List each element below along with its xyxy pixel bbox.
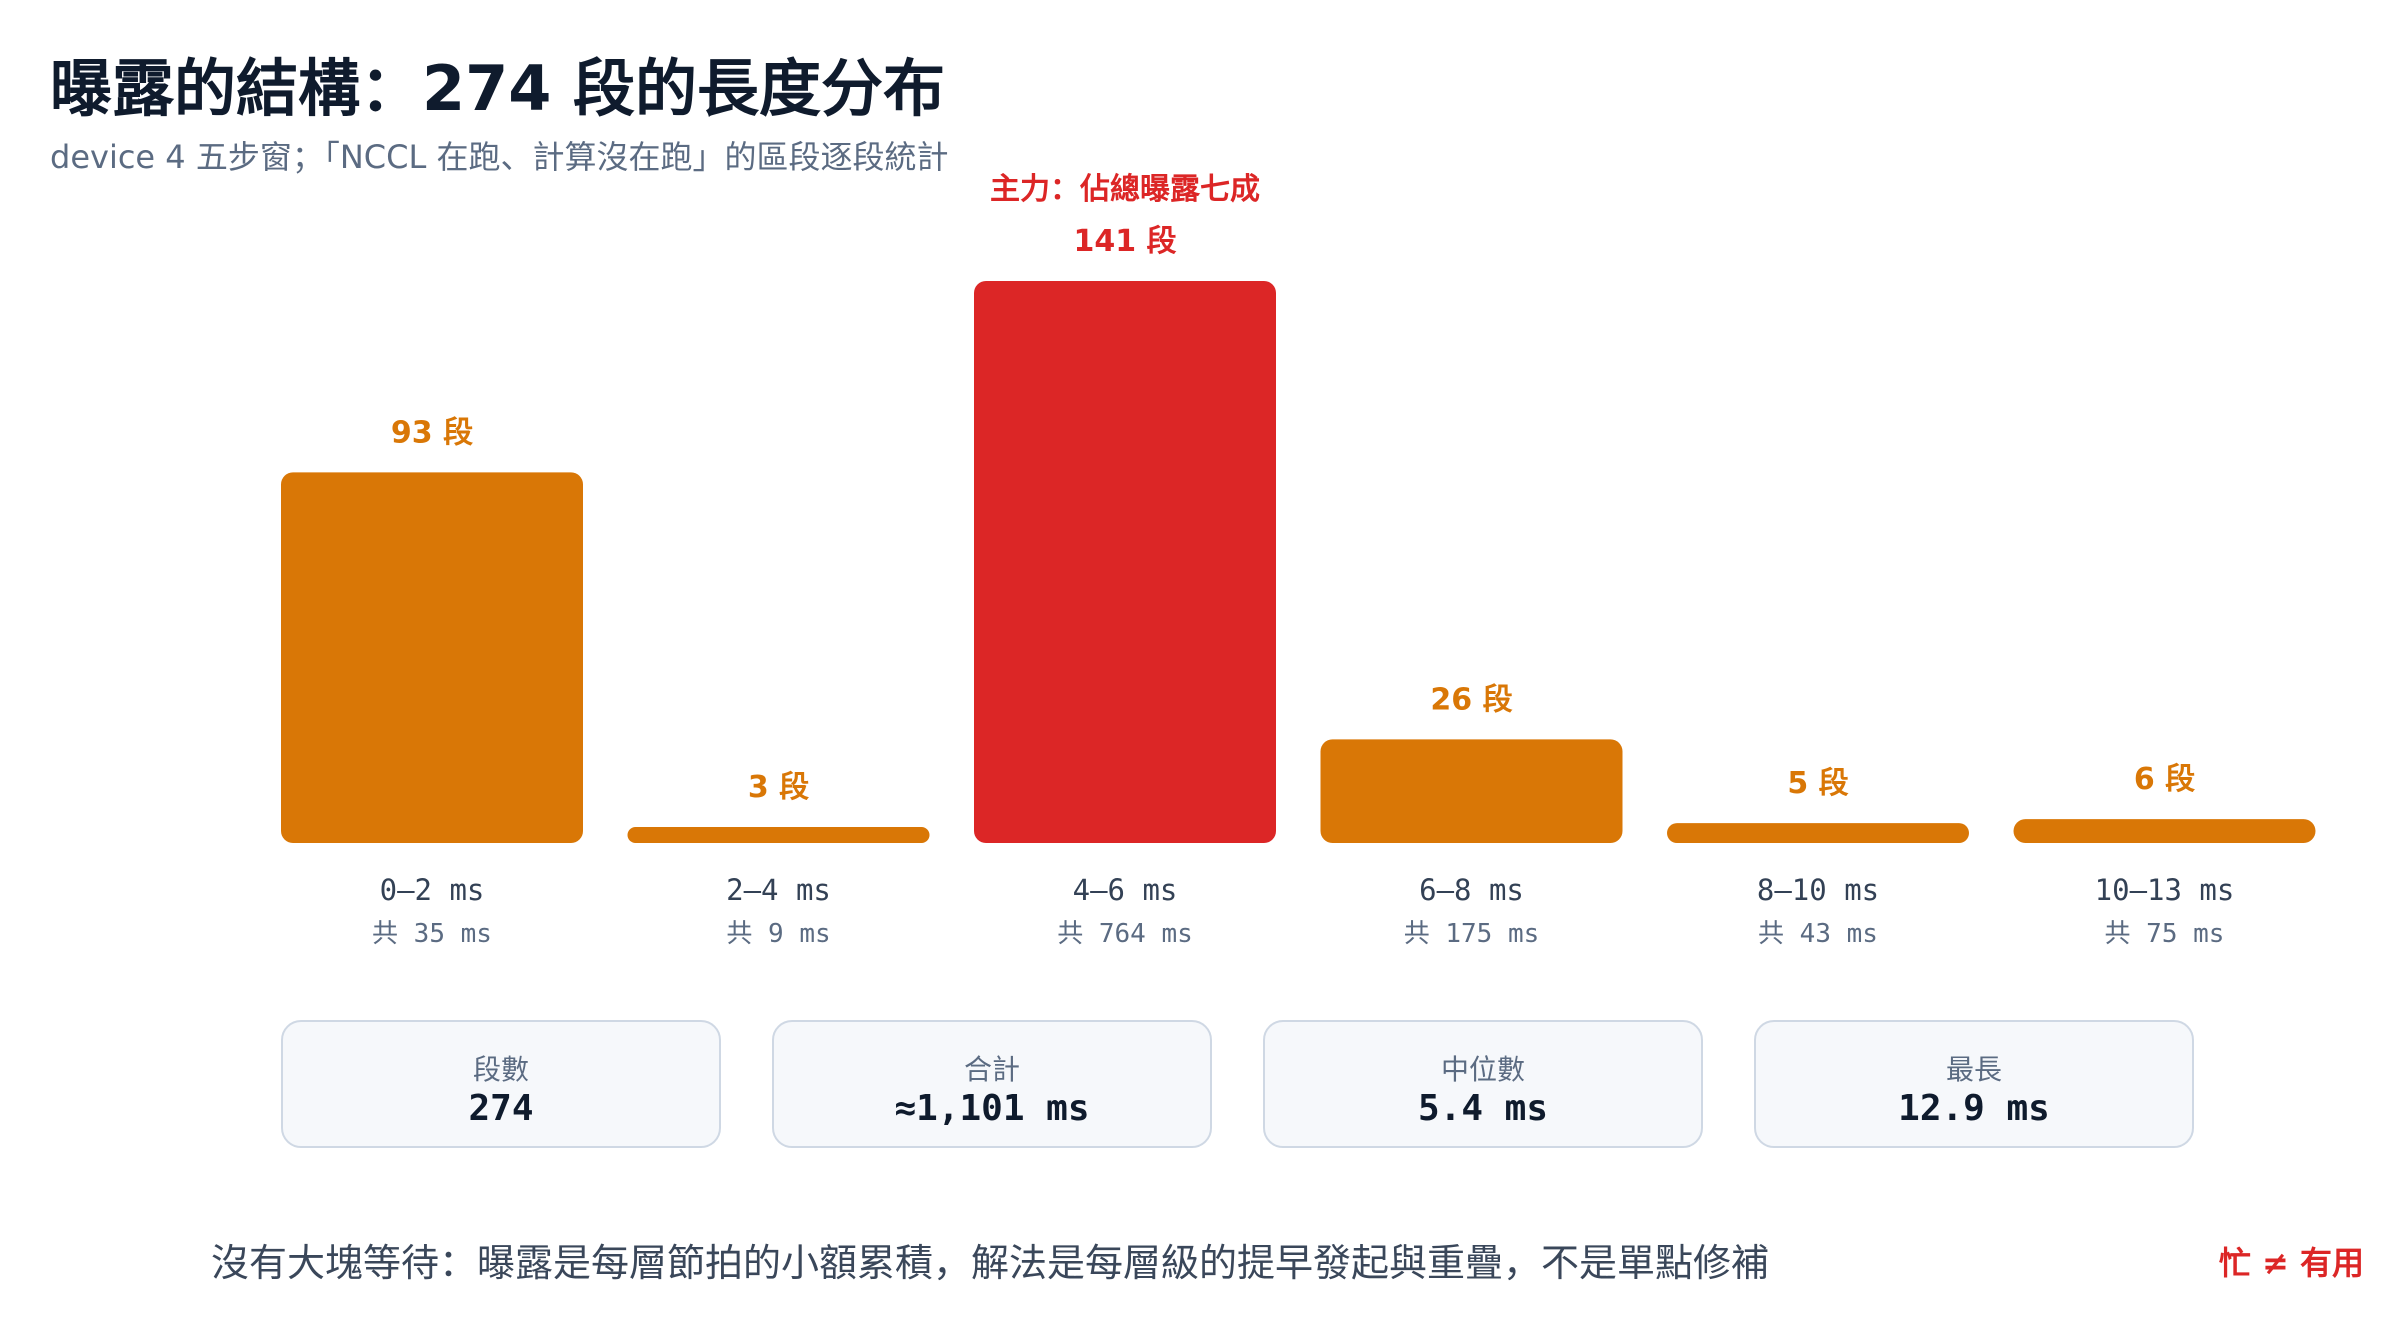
category-label-4: 8–10 ms: [1757, 873, 1879, 907]
page-title: 曝露的結構：274 段的長度分布: [50, 52, 946, 125]
stat-value-count: 274: [468, 1088, 534, 1129]
category-total-4: 共 43 ms: [1758, 919, 1878, 949]
footer-note: 沒有大塊等待：曝露是每層節拍的小額累積，解法是每層級的提早發起與重疊，不是單點修…: [210, 1241, 1769, 1285]
category-label-3: 6–8 ms: [1419, 873, 1524, 907]
bar-3: [1320, 739, 1623, 843]
stat-card-median: 中位數 5.4 ms: [1263, 1020, 1703, 1148]
category-label-1: 2–4 ms: [726, 873, 831, 907]
stat-value-median: 5.4 ms: [1417, 1088, 1549, 1129]
bar-value-label-4: 5 段: [1787, 766, 1848, 801]
bar-value-label-1: 3 段: [748, 770, 809, 805]
stat-card-max: 最長 12.9 ms: [1754, 1020, 2194, 1148]
category-label-5: 10–13 ms: [2095, 873, 2235, 907]
stat-value-total: ≈1,101 ms: [894, 1088, 1090, 1129]
stat-label-median: 中位數: [1440, 1053, 1525, 1086]
category-label-0: 0–2 ms: [380, 873, 485, 907]
category-total-5: 共 75 ms: [2105, 919, 2225, 949]
category-total-0: 共 35 ms: [372, 919, 492, 949]
category-total-1: 共 9 ms: [726, 919, 830, 949]
category-total-3: 共 175 ms: [1404, 919, 1540, 949]
footer-badge: 忙 ≠ 有用: [2218, 1244, 2364, 1282]
bar-chart: 93 段 0–2 ms 共 35 ms 3 段 2–4 ms 共 9 ms 141 段 主力：…: [281, 172, 2316, 949]
bar-value-label-5: 6 段: [2134, 762, 2195, 797]
bar-2: [974, 281, 1276, 843]
bar-5: [2013, 819, 2316, 843]
stat-label-total: 合計: [963, 1053, 1020, 1086]
bar-4: [1667, 823, 1969, 843]
page-subtitle: device 4 五步窗；「NCCL 在跑、計算沒在跑」的區段逐段統計: [50, 138, 949, 176]
stat-card-count: 段數 274: [281, 1020, 721, 1148]
bar-1: [627, 827, 930, 843]
bar-value-label-0: 93 段: [391, 415, 473, 450]
category-total-2: 共 764 ms: [1057, 919, 1193, 949]
bar-value-label-2: 141 段: [1073, 224, 1176, 259]
bar-0: [281, 472, 583, 843]
bar-annotation: 主力：佔總曝露七成: [990, 172, 1260, 207]
category-label-2: 4–6 ms: [1073, 873, 1178, 907]
bar-value-label-3: 26 段: [1430, 682, 1512, 717]
stat-label-max: 最長: [1945, 1053, 2002, 1086]
stat-card-total: 合計 ≈1,101 ms: [772, 1020, 1212, 1148]
stat-value-max: 12.9 ms: [1898, 1088, 2050, 1129]
stat-label-count: 段數: [472, 1053, 529, 1086]
